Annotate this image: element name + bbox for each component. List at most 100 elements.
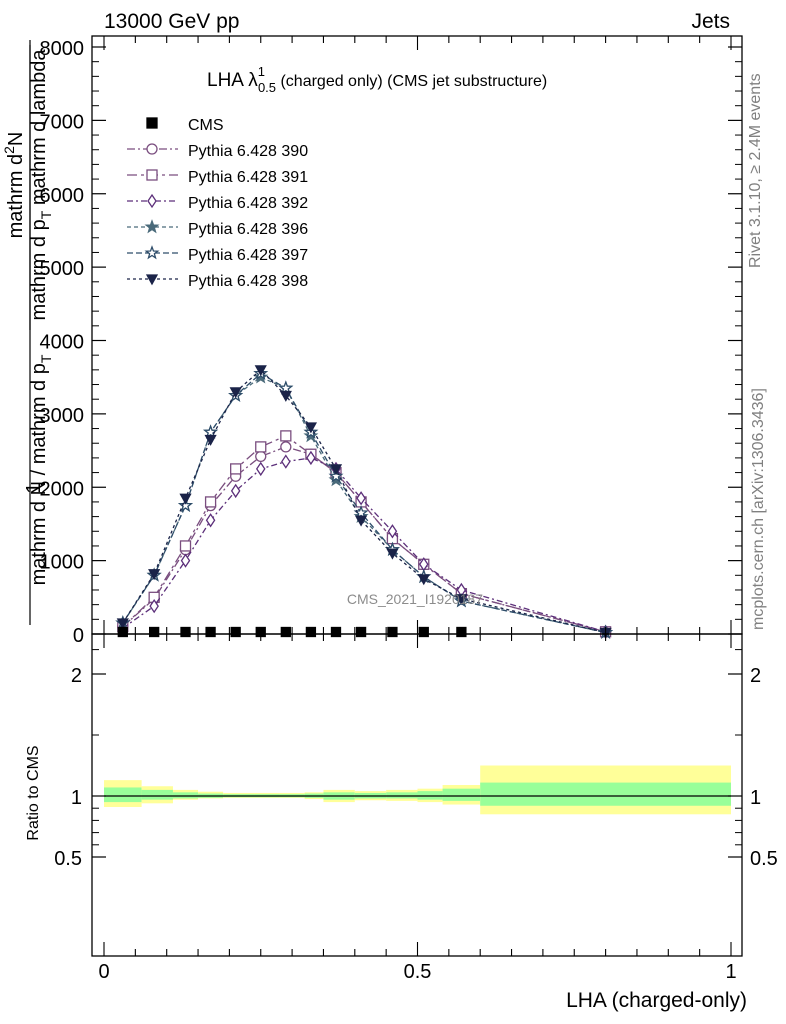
series-point: [203, 424, 219, 439]
series-point: [180, 553, 191, 568]
watermark-label: CMS_2021_I1920187: [347, 591, 483, 607]
cms-point: [387, 626, 398, 638]
series-point: [280, 441, 292, 453]
main-panel: CMS_2021_I1920187 0 1000 2000 3000 4000 5000 6…: [40, 35, 743, 647]
plot-title: LHA λ1 0.5 (charged only) (CMS jet substr…: [207, 64, 547, 95]
rivet-side-label: Rivet 3.1.10, ≥ 2.4M events: [747, 73, 764, 268]
ratio-ytick-label: 1: [71, 787, 82, 809]
series-point: [116, 618, 129, 630]
series-point: [455, 594, 468, 606]
ratio-band-green: [104, 787, 142, 803]
xtick-label: 1: [725, 961, 736, 983]
series-line: [122, 457, 606, 633]
series-point: [281, 454, 291, 469]
series-point: [356, 491, 366, 506]
main-ytick-label: 3000: [40, 405, 85, 427]
cms-point: [149, 626, 160, 638]
main-ytick-label: 4000: [40, 332, 85, 354]
series-point: [178, 497, 194, 512]
series-3: [118, 450, 611, 639]
legend-marker: [147, 193, 157, 209]
series-point: [417, 574, 430, 586]
cms-point: [180, 626, 191, 638]
legend-marker: [144, 245, 160, 260]
cms-point: [305, 626, 317, 638]
series-line: [122, 372, 606, 634]
legend-marker: [146, 169, 158, 181]
legend-item: Pythia 6.428 396: [127, 219, 308, 238]
series-point: [255, 461, 266, 477]
ratio-ytick-label-right: 1: [750, 787, 761, 809]
series-point: [230, 463, 242, 475]
series-point: [280, 430, 292, 442]
series-point: [148, 569, 161, 581]
main-ytick-label: 6000: [40, 185, 85, 207]
cms-point: [205, 626, 216, 638]
series-point: [278, 380, 294, 395]
main-ytick-label: 5000: [40, 258, 85, 280]
x-axis-label: LHA (charged-only): [566, 989, 747, 1012]
series-point: [179, 493, 192, 505]
ylabel-numer-a: 1: [23, 482, 45, 493]
legend-marker: [145, 274, 159, 286]
series-point: [254, 365, 267, 377]
legend-label: Pythia 6.428 397: [188, 247, 308, 264]
legend-label: Pythia 6.428 392: [188, 195, 308, 212]
series-point: [204, 434, 217, 446]
main-ytick-label: 0: [73, 625, 84, 647]
ratio-band-green: [141, 789, 173, 800]
legend-label: CMS: [188, 117, 224, 134]
series-point: [230, 483, 241, 499]
series-1: [117, 441, 612, 638]
series-point: [179, 540, 192, 552]
header-right-label: Jets: [691, 10, 730, 33]
ratio-ytick-label: 2: [71, 665, 82, 687]
series-point: [255, 441, 267, 453]
series-point: [328, 468, 344, 483]
ratio-ytick-label: 0.5: [54, 848, 82, 870]
legend-marker: [146, 117, 158, 129]
series-point: [387, 524, 398, 539]
series-point: [205, 513, 216, 528]
cms-point: [330, 626, 342, 638]
main-ytick-label: 7000: [40, 111, 85, 133]
legend-item: Pythia 6.428 397: [127, 245, 308, 264]
legend-item: Pythia 6.428 392: [127, 193, 308, 212]
ratio-band-green: [442, 788, 481, 801]
series-point: [255, 450, 267, 463]
ratio-band-green: [417, 791, 443, 800]
series-point: [229, 387, 242, 399]
ratio-band-green: [172, 792, 199, 799]
cms-point: [280, 626, 291, 638]
ylabel-denom-a: mathrm d N / mathrm d pT: [28, 354, 54, 585]
xtick-label: 0.5: [404, 961, 432, 983]
legend-item: Pythia 6.428 390: [127, 143, 308, 160]
cms-point: [117, 626, 128, 638]
ratio-band-green: [386, 792, 418, 799]
ylabel-denom-b: mathrm d pT mathrm d lambda: [28, 49, 54, 321]
cms-point: [418, 626, 429, 638]
xtick-label: 0: [98, 961, 109, 983]
legend-marker: [146, 143, 158, 155]
series-line: [122, 435, 606, 633]
main-y-axis-label: 1 mathrm d N / mathrm d pT mathrm d2N ma…: [1, 40, 54, 625]
legend-label: Pythia 6.428 398: [188, 273, 308, 290]
ratio-band-green: [480, 782, 731, 806]
main-ytick-label: 2000: [40, 478, 85, 500]
legend-item: Pythia 6.428 398: [127, 273, 308, 290]
ylabel-numer-b: mathrm d2N: [1, 132, 27, 239]
header-left-label: 13000 GeV pp: [104, 10, 239, 33]
main-ytick-label: 8000: [40, 38, 85, 60]
series-point: [149, 598, 159, 614]
series-point: [304, 422, 318, 434]
legend-item: CMS: [146, 117, 224, 134]
legend-item: Pythia 6.428 391: [127, 169, 308, 186]
series-point: [386, 548, 399, 560]
legend-label: Pythia 6.428 391: [188, 169, 308, 186]
ratio-ytick-label-right: 2: [750, 665, 761, 687]
legend-marker: [144, 219, 160, 234]
cms-point: [456, 626, 467, 638]
legend: CMS Pythia 6.428 390 Pythia 6.428 391 Pythi…: [127, 117, 308, 290]
cms-point: [230, 626, 241, 638]
